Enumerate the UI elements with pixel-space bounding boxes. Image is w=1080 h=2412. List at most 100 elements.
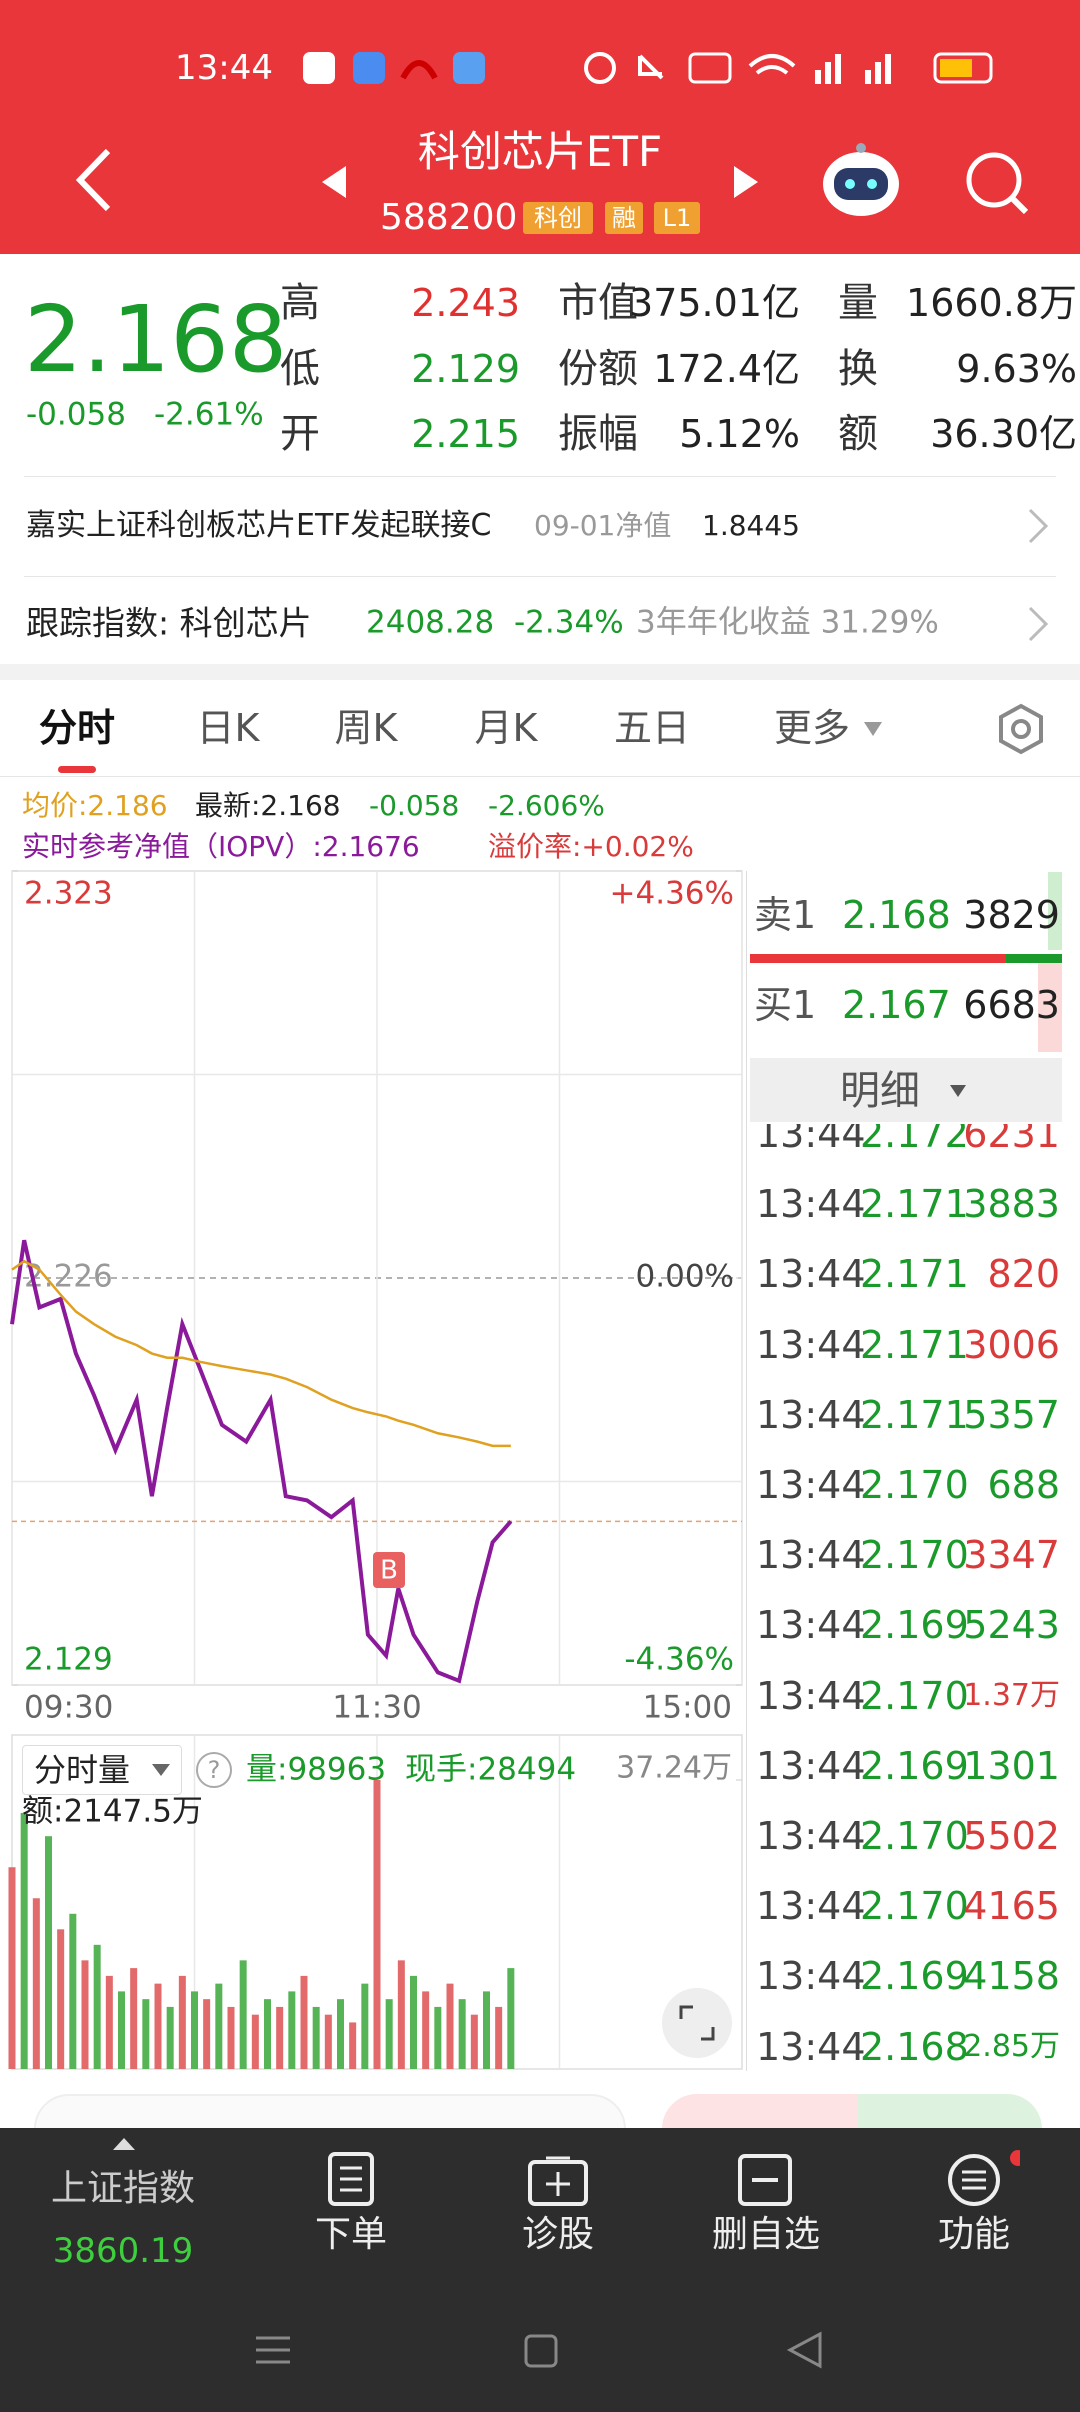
index-name[interactable]: 上证指数 [50, 2168, 196, 2209]
stat-label: 额 [838, 411, 878, 457]
stat-value: 5.12% [679, 412, 800, 456]
tab[interactable]: 日K [196, 706, 260, 750]
tab[interactable]: 五日 [613, 706, 691, 750]
ask-label: 卖1 [754, 893, 817, 937]
tab[interactable]: 月K [474, 706, 538, 750]
prev-stock[interactable] [318, 162, 348, 202]
latest-change-pct: -2.606% [488, 789, 605, 822]
avg-price: 均价:2.186 [22, 789, 168, 822]
volume-bar [118, 1991, 125, 2069]
stat-value: 2.243 [411, 281, 520, 325]
detail-label: 明细 [840, 1068, 920, 1114]
volume-bar [239, 1960, 247, 2069]
price-line [10, 1239, 513, 1684]
price-change-pct: -2.61% [154, 396, 264, 433]
fullscreen-icon [679, 2005, 715, 2041]
y-tick-label: 2.226 [24, 1259, 113, 1295]
trade-time: 13:44 [756, 1124, 866, 1156]
y-tick-label: 2.129 [24, 1642, 113, 1678]
volume-bar [81, 1960, 89, 2069]
trade-time: 13:44 [756, 1252, 866, 1297]
bid-label: 买1 [754, 983, 817, 1027]
stat-value: 172.4亿 [653, 347, 800, 391]
ask-price: 2.168 [842, 893, 951, 937]
iopv: 实时参考净值（IOPV）:2.1676 [22, 830, 420, 863]
trade-time: 13:44 [756, 1463, 866, 1507]
fund-nav: 1.8445 [702, 509, 800, 542]
trade-price: 2.170 [860, 1463, 969, 1507]
y2-tick-label: +4.36% [610, 876, 734, 912]
trade-time: 13:44 [756, 1884, 866, 1929]
volume-bar [142, 1999, 150, 2069]
volume-bar [422, 1991, 430, 2069]
trade-volume: 1301 [963, 1743, 1060, 1788]
volume-bar [300, 1975, 308, 2069]
assistant-icon[interactable] [820, 140, 902, 220]
latest-price: 最新:2.168 [195, 789, 341, 822]
panel-divider [746, 871, 747, 2071]
nav-item[interactable]: 删自选 [711, 2214, 821, 2255]
volume-bar [191, 1991, 198, 2069]
trade-marker [373, 1552, 405, 1588]
status-icons [303, 52, 993, 84]
volume-bar [215, 1983, 223, 2069]
trade-price: 2.170 [860, 1814, 969, 1858]
volume-bar [410, 1975, 417, 2069]
volume-bar [507, 1968, 515, 2069]
fullscreen-button[interactable] [662, 1988, 732, 2058]
x-tick-label: 11:30 [332, 1690, 421, 1726]
volume-bar [446, 1983, 454, 2069]
trade-price: 2.171 [860, 1182, 969, 1227]
fund-nav-label: 09-01净值 [534, 509, 672, 542]
trade-time: 13:44 [756, 1182, 866, 1227]
total-volume: 量:98963 [246, 1751, 387, 1788]
search-button[interactable] [962, 148, 1032, 218]
y2-tick-label: -4.36% [624, 1642, 734, 1678]
chart-settings[interactable] [994, 702, 1048, 756]
stat-value: 2.215 [411, 412, 520, 456]
stat-value: 375.01亿 [629, 281, 800, 325]
tracking-return: 3年年化收益 31.29% [636, 604, 939, 641]
help-circle[interactable] [196, 1752, 232, 1788]
y2-tick-label: 0.00% [636, 1259, 734, 1295]
trade-time: 13:44 [756, 1814, 866, 1858]
trade-volume: 6231 [963, 1124, 1060, 1156]
trade-time: 13:44 [756, 1603, 866, 1648]
volume-bar [166, 2006, 174, 2069]
tab[interactable]: 更多 [773, 706, 851, 750]
dropdown-arrow [152, 1764, 170, 1776]
trade-price: 2.171 [860, 1322, 969, 1367]
volume-selector[interactable] [22, 1745, 182, 1795]
volume-bar [8, 1867, 16, 2069]
x-tick-label: 15:00 [643, 1690, 732, 1726]
ask-volume: 3829 [963, 893, 1060, 937]
volume-bar [45, 1836, 52, 2069]
trade-price: 2.170 [860, 1533, 969, 1578]
volume-bar [154, 1983, 162, 2069]
stock-tag: 融 [605, 202, 643, 234]
next-stock[interactable] [732, 162, 762, 202]
trade-time: 13:44 [756, 1392, 866, 1437]
tab[interactable]: 周K [334, 706, 398, 750]
system-nav[interactable] [250, 2320, 830, 2380]
detail-button[interactable] [750, 1058, 1062, 1122]
ratio-bar-sell [750, 954, 1006, 963]
nav-item[interactable]: 功能 [937, 2214, 1011, 2255]
fund-link-name[interactable]: 嘉实上证科创板芯片ETF发起联接C [26, 508, 492, 543]
trade-time: 13:44 [756, 1533, 866, 1578]
volume-bar [276, 2006, 284, 2069]
stat-label: 振幅 [558, 411, 638, 457]
volume-bar [203, 1999, 211, 2069]
nav-item[interactable]: 下单 [314, 2214, 388, 2255]
volume-bar [397, 1960, 405, 2069]
back-button[interactable] [70, 145, 120, 215]
stat-label: 市值 [558, 280, 638, 326]
nav-item[interactable]: 诊股 [521, 2214, 595, 2255]
trade-price: 2.169 [860, 1603, 969, 1648]
ratio-bar-buy [1006, 954, 1062, 963]
trade-volume: 5243 [963, 1603, 1060, 1648]
tab[interactable]: 分时 [38, 706, 116, 750]
stat-label: 量 [838, 280, 878, 326]
index-value: 3860.19 [52, 2231, 194, 2271]
